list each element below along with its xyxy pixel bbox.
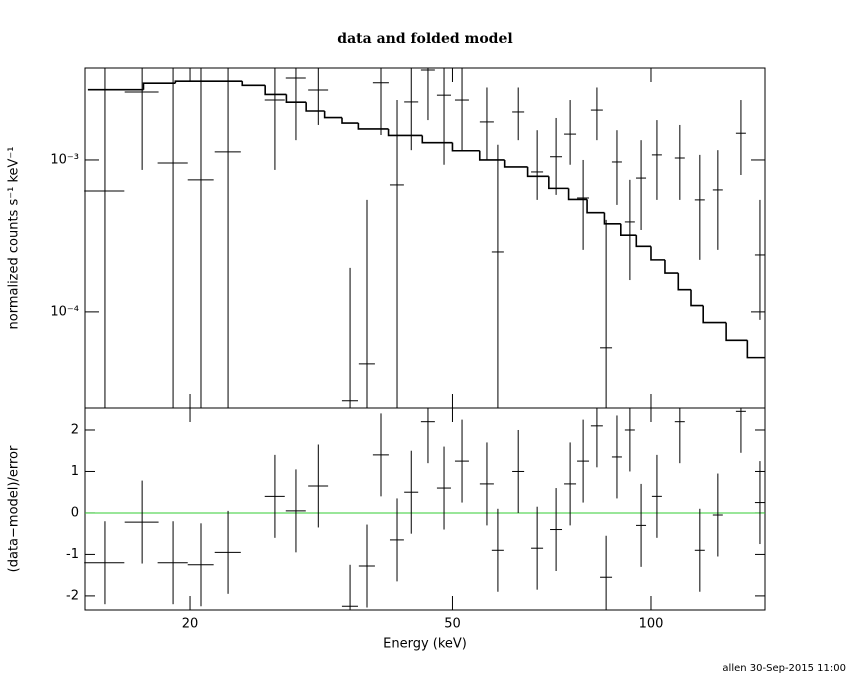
model-step <box>478 150 505 161</box>
plot-frame <box>84 407 766 611</box>
model-step <box>264 85 287 96</box>
model-step <box>174 80 243 84</box>
y-axis-label: (data−model)/error <box>7 445 22 572</box>
model-step <box>357 123 389 130</box>
model-step <box>664 259 679 274</box>
model-step <box>387 128 423 137</box>
plot-frame <box>84 67 766 409</box>
y-tick-label: 2 <box>71 422 79 437</box>
model-step <box>690 289 704 307</box>
model-step <box>677 273 692 291</box>
model-step <box>421 135 453 144</box>
x-tick-label: 50 <box>444 617 461 632</box>
model-step <box>285 94 307 103</box>
y-tick-label: -1 <box>66 547 79 562</box>
y-tick-label: 10⁻³ <box>50 152 79 167</box>
chart-title: data and folded model <box>337 31 512 47</box>
y-tick-label: -2 <box>66 588 79 603</box>
model-step <box>323 111 343 119</box>
model-step <box>567 188 588 201</box>
model-step <box>503 159 528 168</box>
model-step <box>702 305 727 324</box>
model-step <box>620 223 637 236</box>
model-step <box>548 176 569 190</box>
model-step <box>725 322 748 342</box>
model-step <box>526 166 549 178</box>
model-step <box>341 117 359 124</box>
model-step <box>650 246 665 261</box>
model-step <box>635 235 651 248</box>
y-tick-label: 1 <box>71 464 79 479</box>
x-axis-label: Energy (keV) <box>383 637 467 652</box>
x-tick-label: 100 <box>639 617 664 632</box>
footer: allen 30-Sep-2015 11:00 <box>722 663 846 674</box>
model-step <box>142 82 176 90</box>
x-tick-label: 20 <box>182 617 199 632</box>
model-step <box>603 212 621 225</box>
y-tick-label: 0 <box>71 505 79 520</box>
model-step <box>241 81 266 87</box>
model-step <box>586 199 605 214</box>
y-tick-label: 10⁻⁴ <box>50 304 79 319</box>
model-step <box>746 340 766 359</box>
y-axis-label: normalized counts s⁻¹ keV⁻¹ <box>7 147 22 330</box>
model-step <box>305 102 325 112</box>
model-step <box>451 142 480 152</box>
